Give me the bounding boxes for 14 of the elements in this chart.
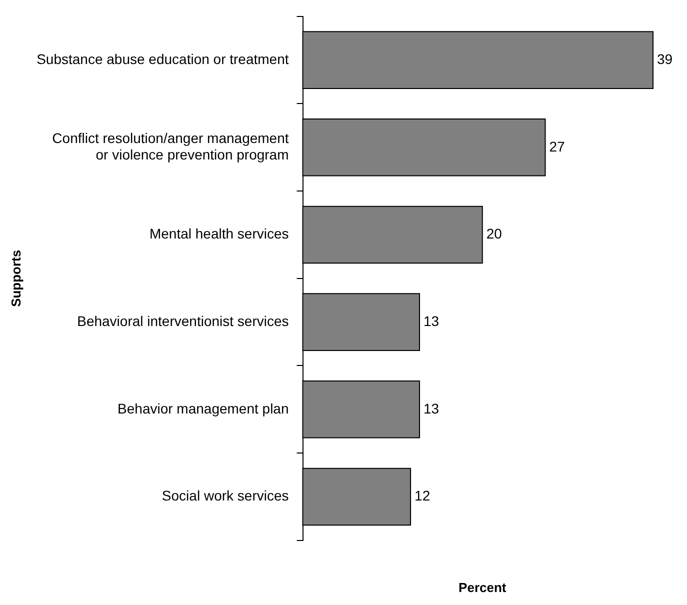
- y-axis-title: Supports: [8, 250, 24, 307]
- data-label: 12: [414, 488, 430, 504]
- y-tick-label: Behavior management plan: [118, 400, 289, 416]
- x-axis-title: Percent: [458, 580, 507, 595]
- y-tick-label: Conflict resolution/anger management or violence prevention program: [52, 130, 289, 163]
- data-label: 20: [486, 226, 502, 242]
- y-tick-label: Mental health services: [149, 226, 289, 242]
- data-label: 13: [424, 400, 440, 416]
- y-tick-label: Substance abuse education or treatment: [36, 50, 289, 67]
- data-label: 13: [424, 312, 440, 329]
- y-tick-label: Social work services: [162, 488, 289, 504]
- data-label: 39: [657, 50, 673, 67]
- y-tick-label: Behavioral interventionist services: [77, 312, 289, 329]
- data-label: 27: [549, 138, 566, 154]
